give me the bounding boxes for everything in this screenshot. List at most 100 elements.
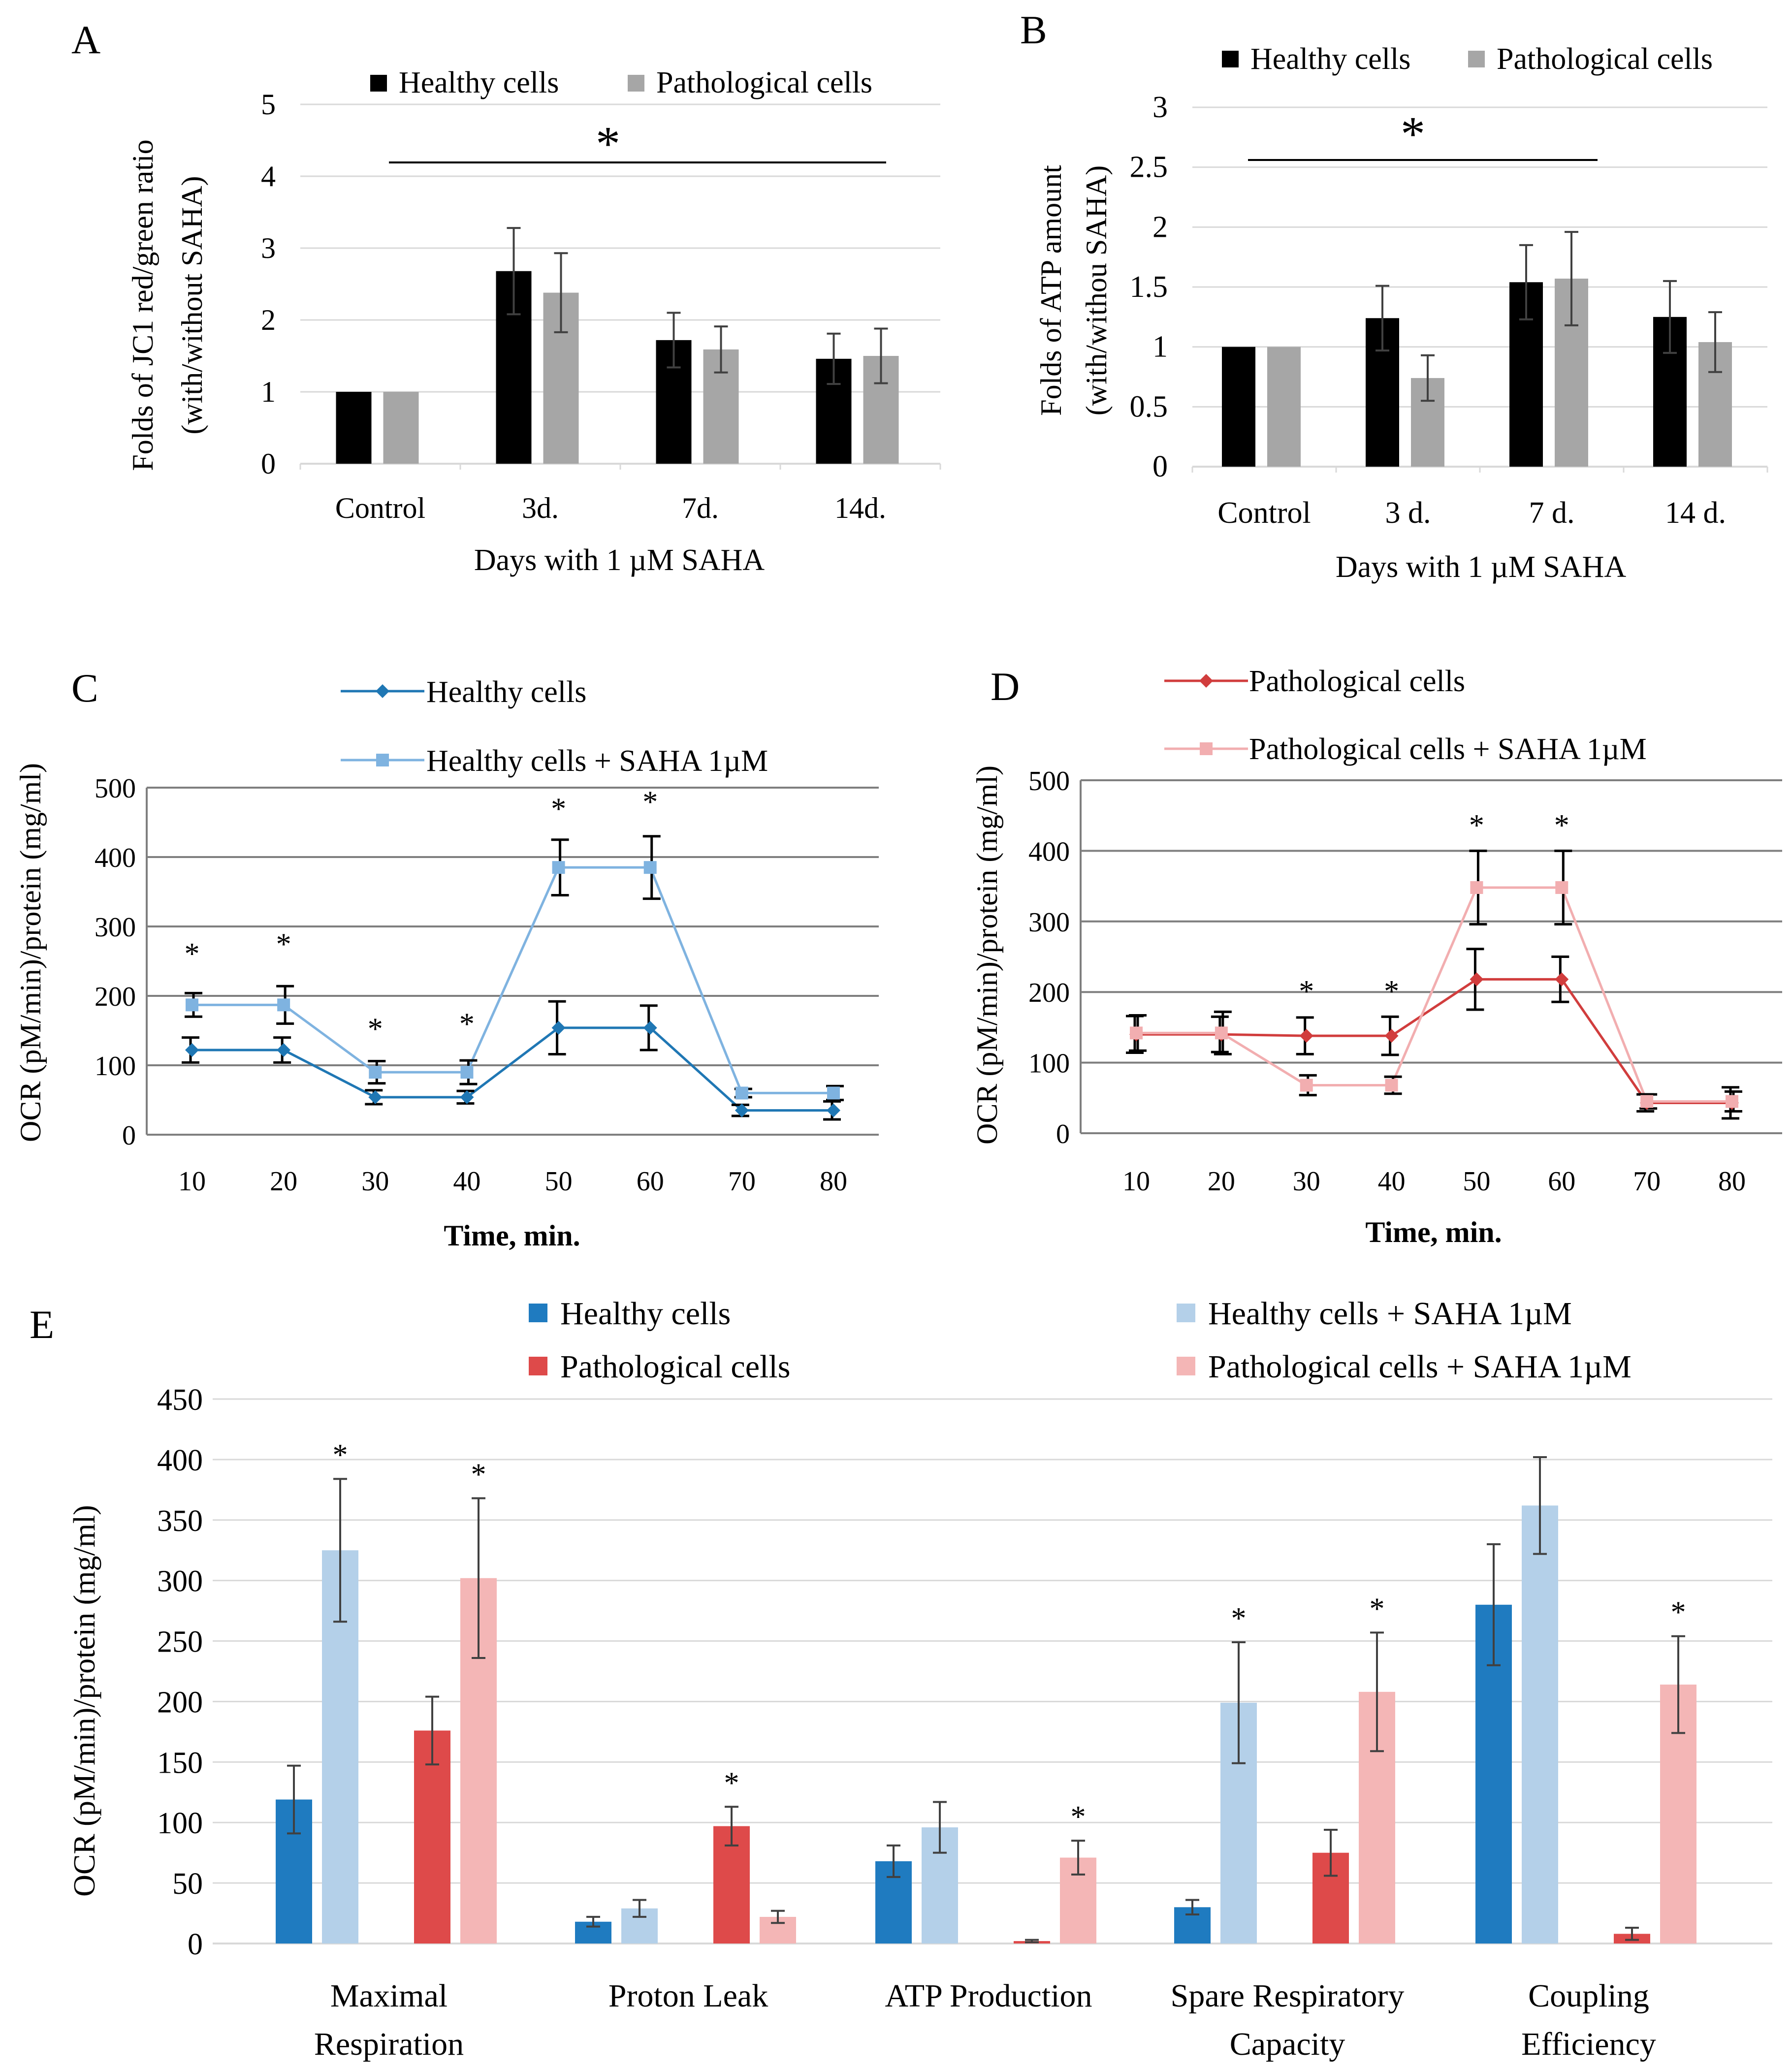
chart-c-ytick-label: 100 bbox=[95, 1051, 136, 1082]
chart-c-marker bbox=[643, 861, 657, 874]
chart-e-ytick-label: 100 bbox=[157, 1807, 203, 1840]
chart-e-ytick-label: 50 bbox=[172, 1867, 203, 1901]
chart-d-marker bbox=[1470, 881, 1483, 894]
chart-c-marker bbox=[735, 1086, 748, 1100]
chart-e-ytick-label: 200 bbox=[157, 1686, 203, 1719]
chart-e-category-label: ATP Production bbox=[885, 1978, 1092, 2014]
chart-b-ylabel-1: Folds of ATP amount bbox=[1035, 165, 1067, 416]
chart-c-xtick-label: 50 bbox=[545, 1166, 573, 1197]
chart-d-marker bbox=[1130, 1026, 1143, 1040]
chart-b-yticks: 0 0.5 1 1.5 2 2.5 3 bbox=[1130, 91, 1168, 483]
chart-d-marker bbox=[1470, 972, 1484, 987]
chart-c-legend-marker-healthy bbox=[376, 684, 389, 698]
chart-b-legend-path: Pathological cells bbox=[1497, 42, 1713, 76]
chart-a-ytick-label: 4 bbox=[261, 160, 276, 192]
chart-d-series-line bbox=[1136, 886, 1732, 1103]
chart-b-ytick-label: 1.5 bbox=[1130, 270, 1168, 304]
chart-e-category-label: Proton Leak bbox=[608, 1978, 768, 2014]
chart-b-legend-swatch-healthy bbox=[1222, 51, 1239, 67]
chart-d-star: * bbox=[1469, 809, 1484, 842]
chart-d-ytick-label: 0 bbox=[1056, 1119, 1070, 1149]
chart-b-xtick-label: Control bbox=[1217, 496, 1311, 530]
chart-a-ylabel-2: (with/without SAHA) bbox=[176, 176, 208, 435]
chart-b-xticks: Control 3 d. 7 d. 14 d. bbox=[1217, 496, 1726, 530]
chart-e-star: * bbox=[1071, 1800, 1086, 1834]
panel-label-b: B bbox=[1020, 7, 1047, 52]
panel-label-a: A bbox=[71, 17, 100, 62]
chart-d-yticks: 0 100 200 300 400 500 bbox=[1028, 766, 1070, 1149]
chart-b-xtick-label: 3 d. bbox=[1385, 496, 1431, 530]
chart-a-legend-healthy: Healthy cells bbox=[399, 66, 559, 99]
chart-c-star: * bbox=[551, 792, 566, 826]
chart-c-marker bbox=[827, 1086, 840, 1100]
chart-c-legend-saha: Healthy cells + SAHA 1µM bbox=[426, 744, 768, 778]
chart-a-ytick-label: 5 bbox=[261, 88, 276, 121]
chart-c-lines: * * * * * * bbox=[182, 785, 844, 1121]
chart-e-category-label: Maximal bbox=[330, 1978, 448, 2014]
chart-c-series-line bbox=[192, 1026, 833, 1112]
chart-c-xtick-label: 70 bbox=[728, 1166, 756, 1197]
chart-c-marker bbox=[460, 1066, 474, 1079]
chart-a-ytick-label: 1 bbox=[261, 376, 276, 408]
chart-e-legend-healthy-saha: Healthy cells + SAHA 1µM bbox=[1208, 1296, 1572, 1332]
chart-b-legend-swatch-path bbox=[1468, 51, 1485, 67]
chart-d-marker bbox=[1555, 972, 1569, 987]
chart-c-xtick-label: 40 bbox=[453, 1166, 480, 1197]
chart-a-ytick-label: 2 bbox=[261, 304, 276, 336]
chart-d-star: * bbox=[1554, 809, 1569, 842]
chart-a-legend-swatch-healthy bbox=[370, 75, 387, 92]
chart-c-yticks: 0 100 200 300 400 500 bbox=[95, 773, 136, 1151]
chart-c-legend-healthy: Healthy cells bbox=[426, 675, 586, 709]
chart-c-marker bbox=[552, 861, 565, 874]
chart-b-annotation-star: * bbox=[1401, 106, 1425, 161]
chart-a-ytick-label: 0 bbox=[261, 447, 276, 480]
chart-a-legend-swatch-path bbox=[628, 75, 644, 92]
chart-e-star: * bbox=[1671, 1596, 1686, 1629]
chart-d-xtick-label: 10 bbox=[1122, 1166, 1150, 1197]
chart-d-legend-marker-path bbox=[1199, 674, 1213, 688]
chart-a-legend-path: Pathological cells bbox=[656, 66, 872, 99]
chart-e-star: * bbox=[471, 1458, 486, 1492]
chart-c-ylabel: OCR (pM/min)/protein (mg/ml) bbox=[14, 763, 47, 1142]
chart-e-bars: * * * * * * * bbox=[276, 1438, 1696, 1944]
chart-c-ytick-label: 300 bbox=[95, 912, 136, 943]
chart-d-marker bbox=[1300, 1079, 1313, 1092]
chart-e-bar bbox=[1522, 1505, 1558, 1944]
chart-b-bars bbox=[1222, 231, 1732, 467]
chart-c-series-line bbox=[192, 866, 833, 1094]
chart-c-marker bbox=[643, 1020, 657, 1035]
chart-c-xtick-label: 30 bbox=[361, 1166, 389, 1197]
chart-c-xticks: 10 20 30 40 50 60 70 80 bbox=[178, 1166, 847, 1197]
chart-e-star: * bbox=[333, 1438, 348, 1472]
chart-c-ytick-label: 200 bbox=[95, 982, 136, 1012]
chart-c-star: * bbox=[459, 1008, 475, 1041]
chart-c-marker bbox=[827, 1103, 840, 1117]
chart-e-legend-healthy: Healthy cells bbox=[560, 1296, 731, 1332]
chart-a: 0 1 2 3 4 5 Control 3d. 7d. 14d. * Healthy cells… bbox=[127, 66, 941, 577]
chart-e-category-label: Efficiency bbox=[1521, 2026, 1656, 2062]
chart-c-marker bbox=[277, 998, 290, 1012]
chart-e-category-label: Coupling bbox=[1528, 1978, 1649, 2014]
chart-c-star: * bbox=[368, 1012, 383, 1046]
chart-a-ylabel-1: Folds of JC1 red/green ratio bbox=[127, 139, 159, 471]
chart-e-category-label: Capacity bbox=[1230, 2026, 1345, 2062]
chart-e-legend-swatch-path bbox=[529, 1357, 547, 1375]
chart-e: * * * * * * * 0 50 100 150 200 250 300 350 400 450 Maxi… bbox=[68, 1296, 1772, 2062]
chart-c-grid bbox=[146, 787, 879, 1136]
chart-e-ytick-label: 150 bbox=[157, 1746, 203, 1780]
chart-e-legend-swatch-healthy-saha bbox=[1177, 1304, 1195, 1322]
chart-e-yticks: 0 50 100 150 200 250 300 350 400 450 bbox=[157, 1383, 203, 1961]
chart-a-xtick-label: 14d. bbox=[834, 492, 886, 524]
chart-d-ytick-label: 300 bbox=[1028, 907, 1070, 938]
chart-b-ytick-label: 0 bbox=[1152, 450, 1168, 483]
chart-c-star: * bbox=[276, 927, 291, 961]
chart-d-legend-saha: Pathological cells + SAHA 1µM bbox=[1249, 733, 1647, 766]
chart-e-ytick-label: 350 bbox=[157, 1504, 203, 1538]
chart-d-marker bbox=[1385, 1079, 1398, 1092]
chart-a-bar bbox=[336, 392, 372, 464]
chart-d-xtick-label: 40 bbox=[1378, 1166, 1406, 1197]
chart-e-category-label: Respiration bbox=[314, 2026, 464, 2062]
chart-d-ytick-label: 400 bbox=[1028, 836, 1070, 867]
chart-c-xtick-label: 60 bbox=[637, 1166, 664, 1197]
chart-d-star: * bbox=[1384, 975, 1399, 1008]
